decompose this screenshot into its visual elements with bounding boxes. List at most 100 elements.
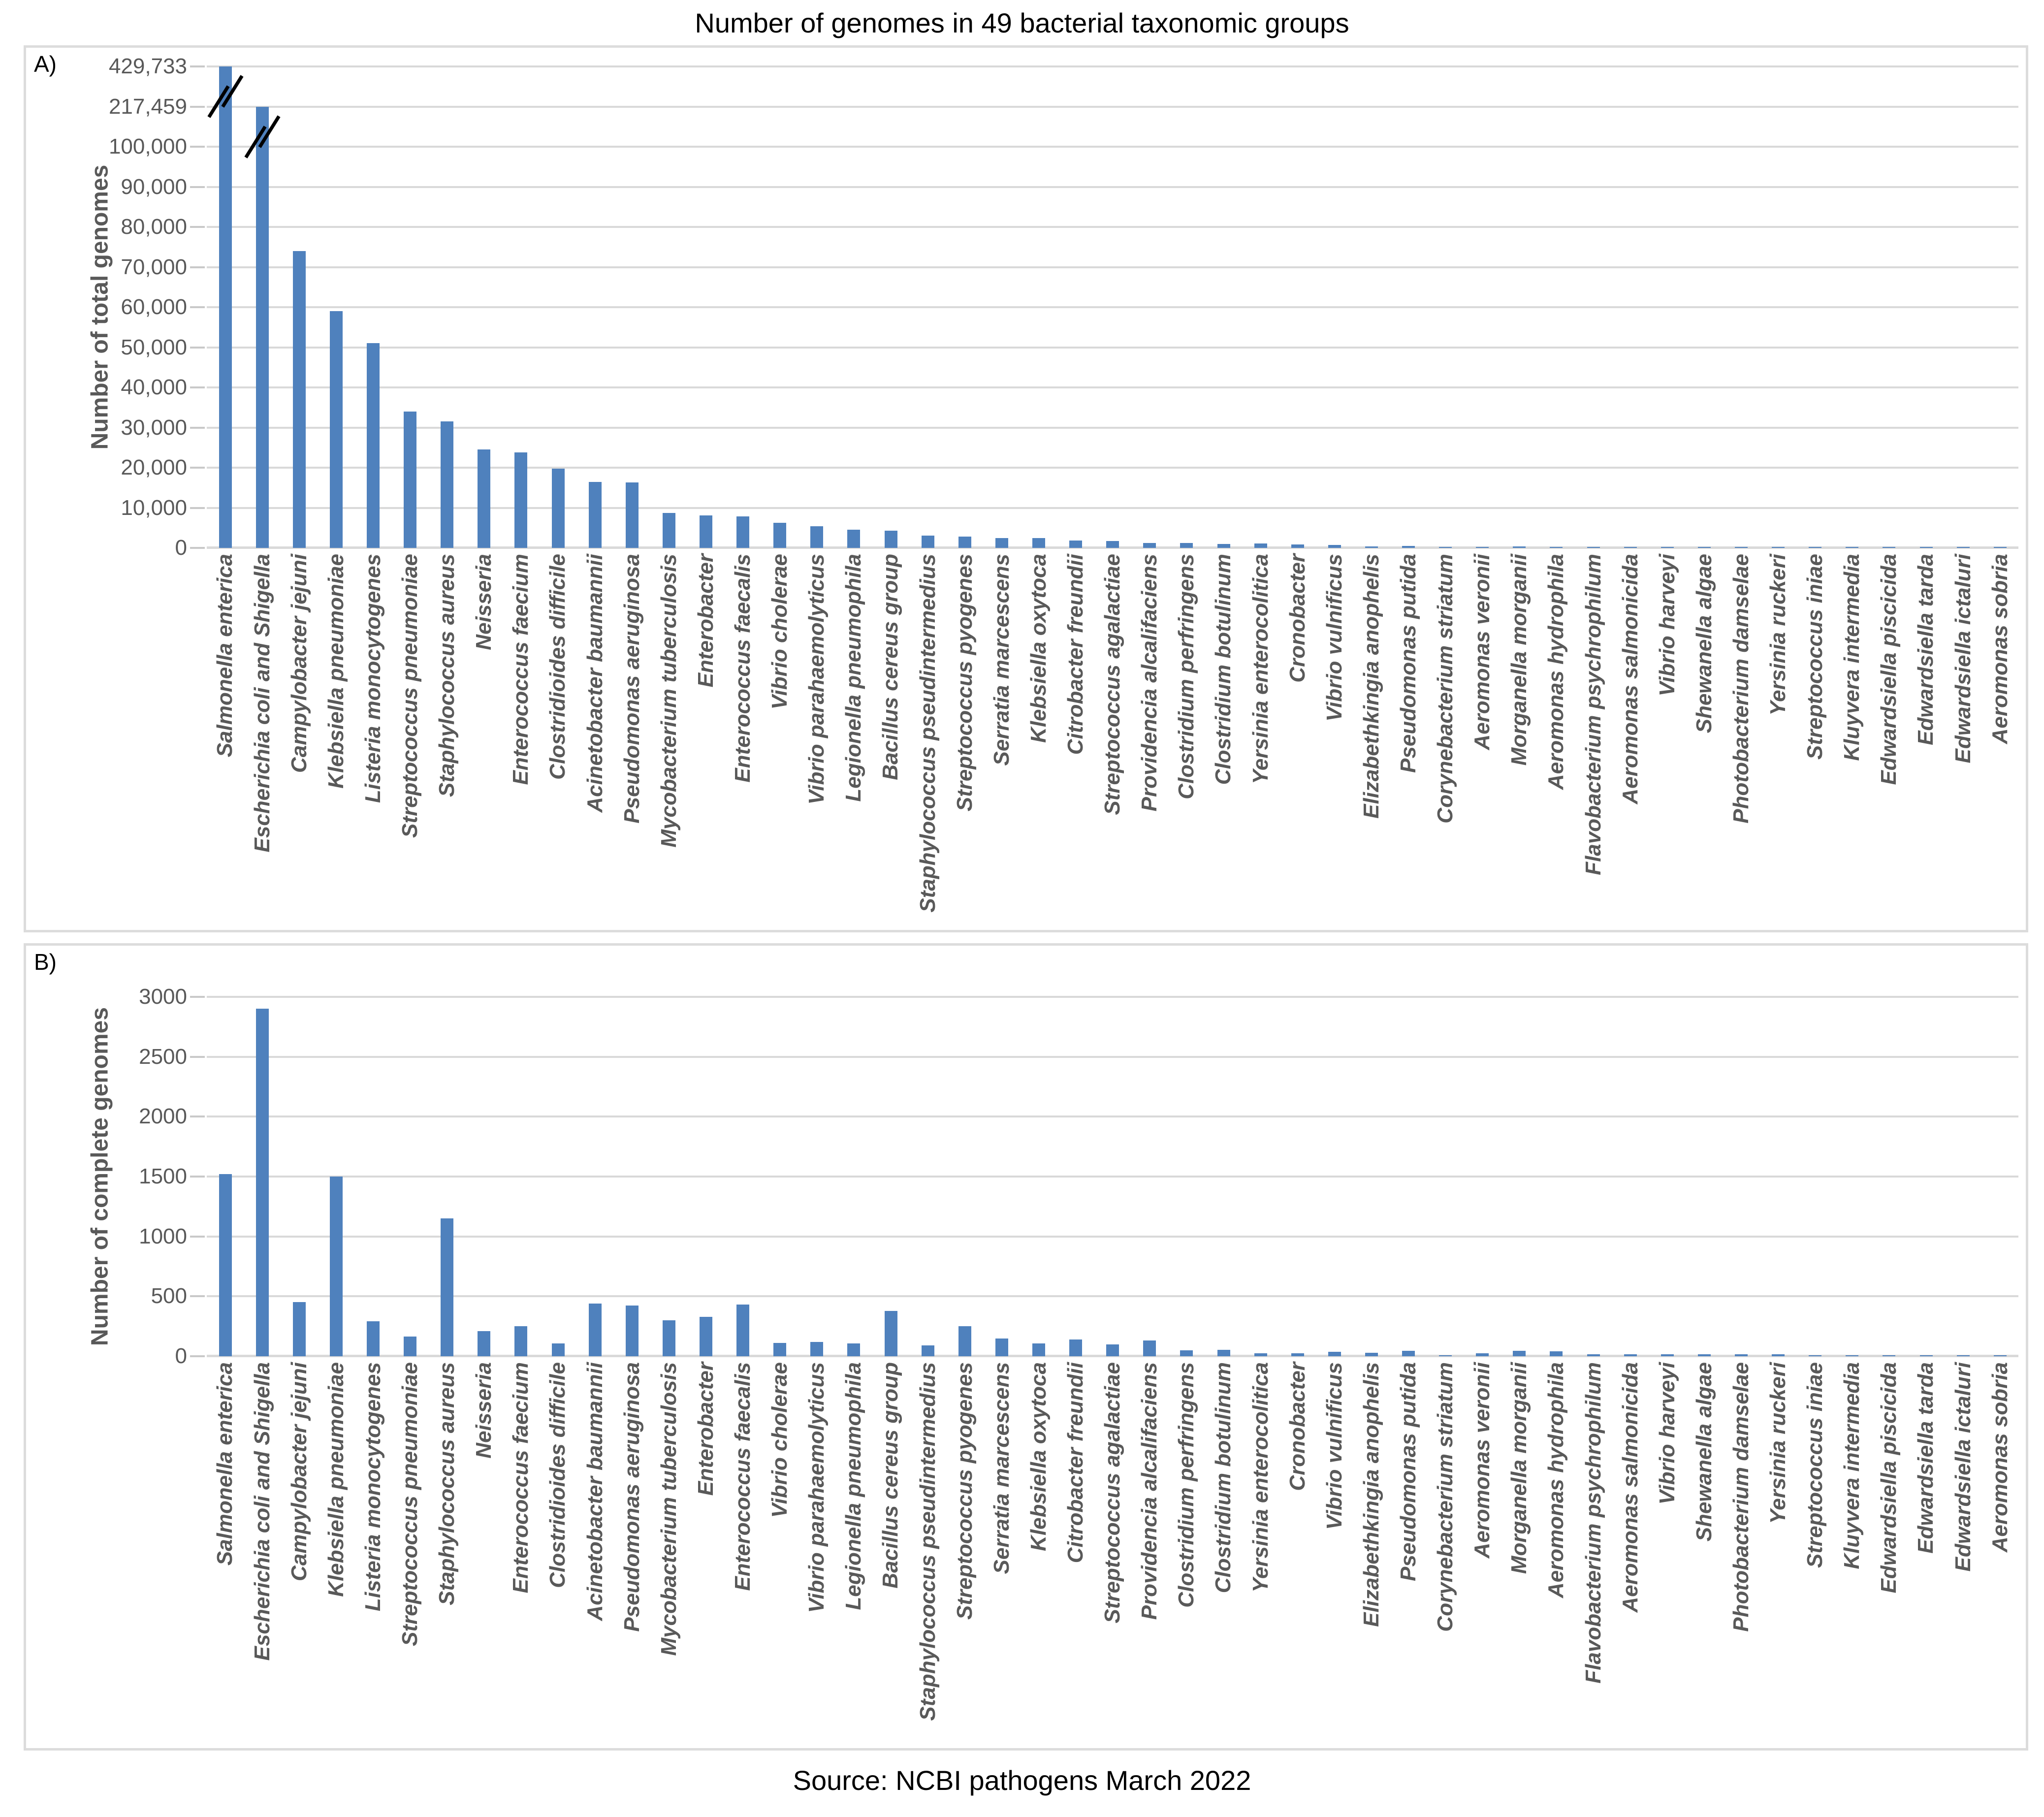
x-axis-label-slot: Escherichia coli and Shigella bbox=[244, 554, 281, 926]
bar-column bbox=[576, 997, 613, 1356]
bar bbox=[551, 1343, 565, 1356]
bar-column bbox=[1390, 997, 1427, 1356]
bar-column bbox=[687, 66, 724, 548]
bar bbox=[292, 251, 306, 548]
bar bbox=[1624, 1354, 1637, 1356]
bar bbox=[1956, 1355, 1970, 1356]
x-axis-label-slot: Edwardsiella piscicida bbox=[1871, 1362, 1908, 1734]
bar bbox=[1772, 1354, 1785, 1356]
bar-column bbox=[983, 997, 1020, 1356]
y-axis-tick bbox=[190, 547, 205, 549]
bar-column bbox=[835, 997, 872, 1356]
x-axis-label: Vibrio vulnificus bbox=[1322, 554, 1346, 722]
bar bbox=[1735, 1354, 1748, 1356]
bar-column bbox=[1057, 997, 1094, 1356]
axis-break-mark bbox=[244, 115, 281, 159]
x-axis-label: Kluyvera intermedia bbox=[1840, 1362, 1864, 1569]
bar bbox=[773, 522, 787, 548]
y-axis-tick bbox=[190, 1355, 205, 1357]
x-axis-label-slot: Shewanella algae bbox=[1686, 554, 1723, 926]
x-axis-label-slot: Photobacterium damselae bbox=[1723, 554, 1759, 926]
x-axis-label-slot: Mycobacterium tuberculosis bbox=[650, 554, 687, 926]
x-axis-label: Streptococcus pyogenes bbox=[952, 554, 977, 812]
x-axis-label: Streptococcus pneumoniae bbox=[398, 554, 422, 838]
bar-column bbox=[946, 997, 983, 1356]
x-axis-label: Vibrio harveyi bbox=[1655, 554, 1679, 697]
bar-column bbox=[872, 66, 909, 548]
x-axis-label-slot: Staphylococcus aureus bbox=[429, 1362, 466, 1734]
x-axis-label: Yersinia enterocolitica bbox=[1248, 554, 1273, 784]
x-axis-labels-b: Salmonella enterica Escherichia coli and … bbox=[207, 1362, 2018, 1734]
x-axis-label-slot: Vibrio vulnificus bbox=[1316, 1362, 1353, 1734]
bar-column bbox=[1538, 66, 1575, 548]
x-axis-label-slot: Clostridium botulinum bbox=[1205, 1362, 1242, 1734]
y-axis-tick-label: 500 bbox=[151, 1284, 187, 1308]
y-axis-tick-label: 2500 bbox=[139, 1044, 187, 1069]
x-axis-label-slot: Aeromonas sobria bbox=[1981, 1362, 2018, 1734]
x-axis-label: Citrobacter freundii bbox=[1063, 554, 1087, 755]
y-axis-tick bbox=[190, 186, 205, 188]
x-axis-label-slot: Yersinia enterocolitica bbox=[1242, 554, 1279, 926]
bar-column bbox=[1205, 66, 1242, 548]
x-axis-label: Providencia alcalifaciens bbox=[1137, 1362, 1162, 1620]
bar bbox=[1143, 543, 1156, 548]
x-axis-label: Aeromonas sobria bbox=[1987, 554, 2012, 744]
bar-column bbox=[318, 997, 354, 1356]
bar-column bbox=[1575, 66, 1612, 548]
bar-column bbox=[1094, 997, 1131, 1356]
x-axis-label: Klebsiella oxytoca bbox=[1026, 554, 1051, 743]
x-axis-label: Pseudomonas putida bbox=[1396, 554, 1420, 773]
bar bbox=[366, 1321, 380, 1356]
bar bbox=[514, 1326, 528, 1356]
bar-column bbox=[392, 997, 429, 1356]
y-axis-tick bbox=[190, 1175, 205, 1178]
x-axis-label: Klebsiella pneumoniae bbox=[323, 554, 348, 789]
y-axis-tick bbox=[190, 386, 205, 388]
x-axis-label: Campylobacter jejuni bbox=[287, 554, 311, 773]
x-axis-label: Vibrio parahaemolyticus bbox=[804, 1362, 829, 1613]
x-axis-label-slot: Kluyvera intermedia bbox=[1834, 554, 1871, 926]
y-axis-tick-label: 40,000 bbox=[121, 375, 187, 399]
bar-column bbox=[1723, 997, 1759, 1356]
x-axis-label: Enterococcus faecalis bbox=[730, 554, 755, 783]
x-axis-label: Citrobacter freundii bbox=[1063, 1362, 1087, 1563]
bar bbox=[810, 526, 824, 548]
bar bbox=[736, 1305, 750, 1356]
x-axis-label-slot: Vibrio cholerae bbox=[762, 554, 798, 926]
bar bbox=[329, 311, 343, 548]
bar-column bbox=[1834, 66, 1871, 548]
bar bbox=[219, 1174, 232, 1356]
x-axis-label-slot: Acinetobacter baumannii bbox=[576, 1362, 613, 1734]
bar bbox=[699, 1316, 712, 1356]
bar bbox=[1809, 1355, 1822, 1356]
bar-column bbox=[613, 66, 650, 548]
bar bbox=[1328, 545, 1341, 548]
bar-column bbox=[1390, 66, 1427, 548]
bar bbox=[588, 1303, 602, 1356]
x-axis-label-slot: Listeria monocytogenes bbox=[354, 1362, 391, 1734]
bar-column bbox=[1501, 997, 1538, 1356]
bar-column bbox=[244, 997, 281, 1356]
x-axis-label-slot: Klebsiella oxytoca bbox=[1020, 554, 1057, 926]
x-axis-label-slot: Klebsiella oxytoca bbox=[1020, 1362, 1057, 1734]
bar bbox=[1956, 547, 1970, 548]
x-axis-label-slot: Escherichia coli and Shigella bbox=[244, 1362, 281, 1734]
x-axis-label: Listeria monocytogenes bbox=[360, 554, 385, 803]
bar-column bbox=[1131, 66, 1168, 548]
x-axis-label-slot: Edwardsiella piscicida bbox=[1871, 554, 1908, 926]
bar-column bbox=[281, 66, 318, 548]
bar-series bbox=[207, 66, 2018, 548]
bar bbox=[958, 1326, 971, 1356]
bar-column bbox=[1575, 997, 1612, 1356]
bar-column bbox=[392, 66, 429, 548]
x-axis-label-slot: Salmonella enterica bbox=[207, 554, 244, 926]
x-axis-label-slot: Enterococcus faecium bbox=[503, 1362, 540, 1734]
x-axis-label-slot: Klebsiella pneumoniae bbox=[318, 1362, 354, 1734]
x-axis-label-slot: Campylobacter jejuni bbox=[281, 1362, 318, 1734]
bar-column bbox=[1686, 66, 1723, 548]
bar bbox=[1735, 547, 1748, 548]
x-axis-label-slot: Campylobacter jejuni bbox=[281, 554, 318, 926]
x-axis-label-slot: Elizabethkingia anophelis bbox=[1353, 554, 1390, 926]
x-axis-label: Providencia alcalifaciens bbox=[1137, 554, 1162, 812]
